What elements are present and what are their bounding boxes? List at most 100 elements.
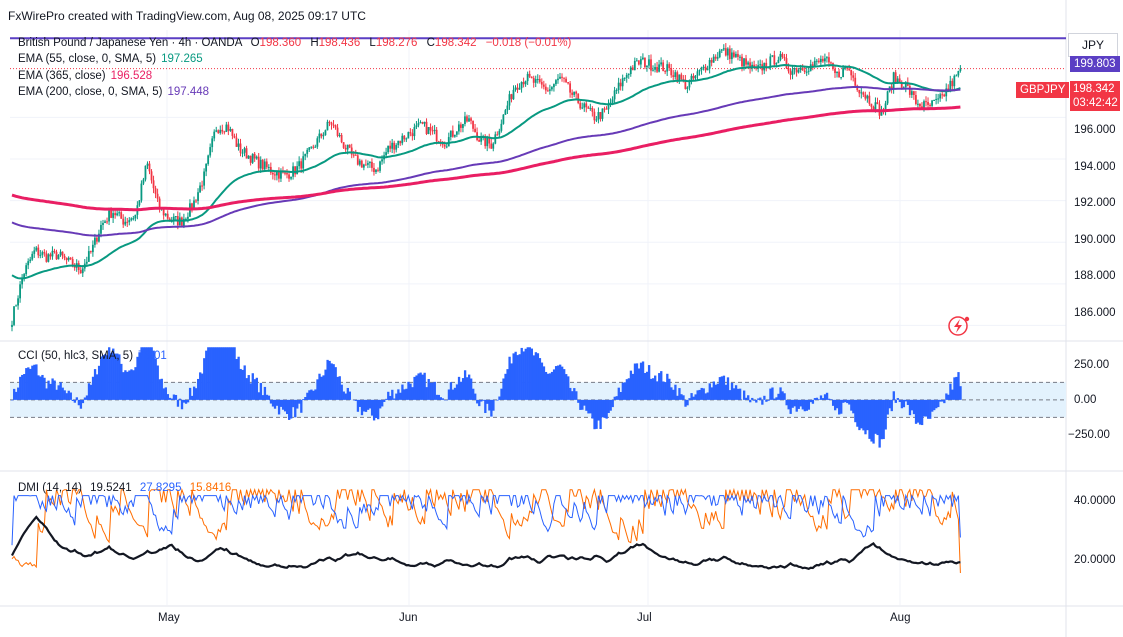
candle-body — [267, 166, 270, 168]
candle-body — [322, 135, 325, 137]
cci-bar — [787, 399, 790, 410]
candle-body — [923, 101, 925, 108]
currency-button[interactable]: JPY — [1068, 33, 1118, 57]
candle-body — [69, 257, 72, 260]
candle-body — [235, 137, 238, 147]
candle-body — [138, 200, 141, 206]
candle-body — [401, 135, 404, 144]
cci-bar — [888, 399, 891, 409]
cci-bar — [63, 390, 66, 400]
candle-body — [696, 71, 699, 76]
cci-bar — [656, 381, 659, 400]
candle-body — [702, 66, 705, 68]
cci-bar — [55, 389, 58, 400]
cci-bar — [945, 393, 948, 400]
cci-bar — [924, 399, 928, 417]
cci-bar — [647, 365, 651, 400]
candle-body — [85, 261, 88, 264]
cci-bar — [793, 399, 796, 407]
cci-bar — [510, 363, 513, 400]
cci-bar — [850, 399, 853, 411]
ema200-legend[interactable]: EMA (200, close, 0, SMA, 5) 197.448 — [18, 86, 210, 98]
candle-body — [870, 103, 873, 107]
candle-body — [443, 144, 446, 147]
cci-bar — [261, 395, 265, 400]
candle-body — [79, 269, 82, 274]
candle-body — [156, 193, 159, 199]
candle-body — [148, 163, 151, 172]
candle-body — [817, 60, 820, 63]
cci-bar — [340, 384, 343, 400]
cci-bar — [676, 395, 679, 400]
candle-body — [910, 91, 913, 95]
candle-body — [781, 53, 784, 57]
cci-bar — [150, 347, 153, 400]
candle-body — [239, 143, 242, 153]
candle-body — [838, 71, 840, 78]
candle-body — [686, 87, 689, 89]
cci-bar — [518, 354, 521, 400]
cci-bar — [933, 399, 936, 411]
candle-body — [662, 62, 665, 72]
cci-bar — [85, 395, 89, 400]
candle-body — [690, 75, 693, 81]
cci-bar — [785, 399, 788, 406]
candle-body — [797, 70, 800, 73]
candle-body — [110, 210, 112, 218]
candle-body — [739, 56, 741, 58]
cci-bar — [397, 389, 400, 400]
cci-bar — [211, 347, 214, 400]
candle-body — [338, 135, 341, 137]
candle-body — [672, 75, 675, 77]
cci-bar — [797, 399, 800, 409]
resistance-price-tag: 199.803 — [1070, 56, 1120, 72]
cci-bar — [190, 395, 194, 400]
cci-legend[interactable]: CCI (50, hlc3, SMA, 5) 78.01 — [18, 350, 167, 362]
candle-body — [261, 159, 264, 170]
cci-bar — [688, 398, 691, 400]
candle-body — [815, 60, 818, 62]
candle-body — [872, 106, 875, 110]
candle-body — [516, 87, 519, 90]
cci-bar — [263, 386, 267, 400]
cci-bar — [759, 397, 762, 400]
candle-body — [377, 169, 379, 171]
candle-body — [700, 67, 703, 70]
symbol-tag[interactable]: GBPJPY — [1016, 82, 1070, 98]
candle-body — [445, 146, 448, 148]
ema55-legend[interactable]: EMA (55, close, 0, SMA, 5) 197.265 — [18, 53, 203, 65]
cci-bar — [104, 354, 107, 400]
candle-body — [379, 161, 381, 171]
cci-bar — [686, 399, 689, 406]
cci-bar — [110, 353, 113, 400]
candle-body — [583, 103, 586, 108]
candle-body — [306, 149, 309, 154]
cci-bar — [162, 388, 165, 400]
cci-bar — [237, 356, 240, 400]
candle-body — [726, 48, 729, 56]
candle-body — [953, 75, 956, 87]
cci-bar — [300, 399, 303, 413]
cci-bar — [265, 394, 269, 400]
cci-bar — [320, 376, 323, 400]
candle-body — [19, 284, 21, 299]
dmi-legend[interactable]: DMI (14, 14) 19.5241 27.8295 15.8416 — [18, 482, 232, 494]
symbol-legend[interactable]: British Pound / Japanese Yen · 4h · OAND… — [18, 37, 576, 49]
candle-body — [743, 58, 745, 67]
candle-body — [571, 92, 574, 95]
cci-bar — [338, 376, 341, 400]
attribution-header: FxWirePro created with TradingView.com, … — [8, 9, 366, 23]
ema365-legend[interactable]: EMA (365, close) 196.528 — [18, 70, 153, 82]
candle-body — [464, 116, 466, 125]
cci-bar — [577, 399, 580, 403]
cci-bar — [825, 392, 829, 400]
cci-bar — [732, 388, 736, 400]
cci-bar — [195, 388, 198, 400]
candle-body — [514, 87, 517, 90]
cci-bar — [461, 378, 465, 400]
cci-bar — [896, 398, 900, 400]
cci-bar — [872, 399, 875, 444]
candle-body — [536, 78, 539, 80]
cci-bar — [561, 366, 564, 400]
